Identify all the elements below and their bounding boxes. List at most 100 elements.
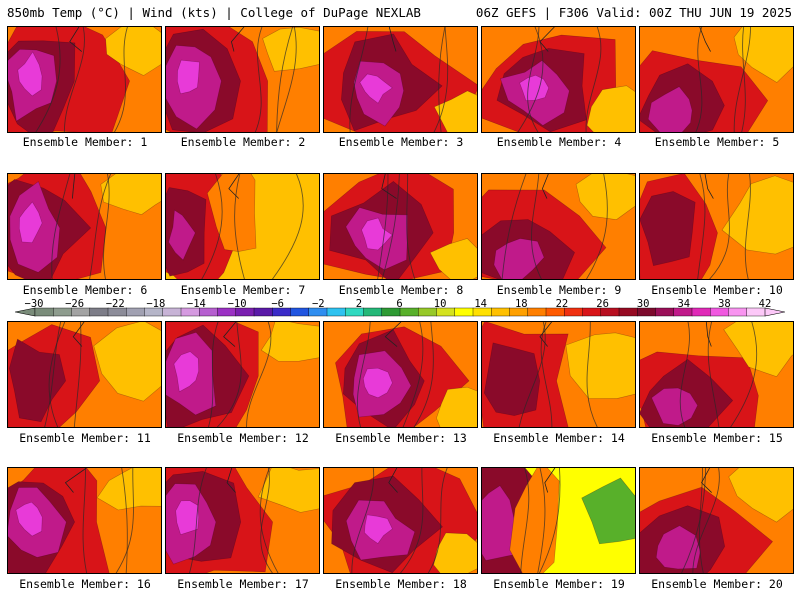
ensemble-member-label: Ensemble Member: 14 xyxy=(493,431,625,445)
colorbar-tick-label: −22 xyxy=(105,298,125,310)
ensemble-member-label: Ensemble Member: 3 xyxy=(338,135,464,149)
ensemble-member-label: Ensemble Member: 1 xyxy=(22,135,148,149)
colorbar-swatch xyxy=(363,307,383,317)
colorbar-tick-label: −14 xyxy=(186,298,206,310)
colorbar-swatch xyxy=(509,307,529,317)
ensemble-member-map xyxy=(165,321,320,428)
colorbar-tick-label: −30 xyxy=(24,298,44,310)
ensemble-member-label: Ensemble Member: 19 xyxy=(493,577,625,591)
ensemble-member-label: Ensemble Member: 10 xyxy=(651,283,783,297)
ensemble-member-label: Ensemble Member: 18 xyxy=(335,577,467,591)
temperature-field xyxy=(640,27,793,132)
ensemble-member-label: Ensemble Member: 13 xyxy=(335,431,467,445)
colorbar-swatch xyxy=(691,307,711,317)
colorbar-swatch xyxy=(381,307,401,317)
colorbar-swatch xyxy=(655,307,675,317)
temperature-field xyxy=(482,27,635,132)
colorbar-tick-label: 14 xyxy=(474,298,488,310)
ensemble-member-label: Ensemble Member: 2 xyxy=(180,135,306,149)
temperature-field xyxy=(324,468,477,573)
ensemble-member-label: Ensemble Member: 9 xyxy=(496,283,622,297)
colorbar-swatch xyxy=(491,307,510,317)
colorbar-swatch xyxy=(89,307,109,317)
temperature-field xyxy=(8,27,161,132)
ensemble-member-map xyxy=(639,467,794,574)
ensemble-member-map xyxy=(323,467,478,574)
colorbar-swatch xyxy=(600,307,620,317)
temperature-field xyxy=(8,174,161,279)
colorbar-swatch xyxy=(746,307,766,317)
ensemble-member-label: Ensemble Member: 17 xyxy=(177,577,309,591)
colorbar-swatch xyxy=(637,307,656,317)
ensemble-member-map xyxy=(481,173,636,280)
colorbar-swatch xyxy=(418,307,437,317)
ensemble-member-map xyxy=(323,173,478,280)
ensemble-member-map xyxy=(7,26,162,133)
colorbar-high-arrow xyxy=(764,307,785,317)
colorbar-tick-label: 22 xyxy=(555,298,569,310)
ensemble-member-label: Ensemble Member: 11 xyxy=(19,431,151,445)
temperature-field xyxy=(166,174,319,279)
ensemble-member-label: Ensemble Member: 5 xyxy=(654,135,780,149)
colorbar-swatch xyxy=(107,307,127,317)
colorbar-swatch xyxy=(527,307,547,317)
colorbar-low-arrow xyxy=(15,307,36,317)
temperature-field xyxy=(8,468,161,573)
colorbar-swatch xyxy=(180,307,200,317)
colorbar-swatch xyxy=(582,307,602,317)
ensemble-member-map xyxy=(7,173,162,280)
temperature-field xyxy=(324,27,477,132)
colorbar-swatch xyxy=(436,307,456,317)
colorbar xyxy=(15,307,785,317)
ensemble-member-map xyxy=(481,321,636,428)
temperature-field xyxy=(166,322,319,427)
temperature-field xyxy=(166,27,319,132)
temperature-field xyxy=(324,174,477,279)
ensemble-member-label: Ensemble Member: 4 xyxy=(496,135,622,149)
colorbar-tick-label: 2 xyxy=(355,298,363,310)
temperature-field xyxy=(640,468,793,573)
colorbar-swatch xyxy=(162,307,182,317)
temperature-field xyxy=(482,468,635,573)
colorbar-swatch xyxy=(728,307,748,317)
colorbar-swatch xyxy=(253,307,273,317)
header-title: 850mb Temp (°C) | Wind (kts) | College o… xyxy=(7,5,421,20)
colorbar-swatch xyxy=(545,307,565,317)
ensemble-member-map xyxy=(323,26,478,133)
ensemble-member-map xyxy=(165,173,320,280)
colorbar-swatch xyxy=(34,307,54,317)
ensemble-member-map xyxy=(7,321,162,428)
colorbar-swatch xyxy=(217,307,237,317)
colorbar-tick-label: 18 xyxy=(514,298,528,310)
colorbar-tick-label: −6 xyxy=(271,298,285,310)
ensemble-member-map xyxy=(165,26,320,133)
colorbar-swatch xyxy=(71,307,91,317)
colorbar-swatch xyxy=(326,307,346,317)
temperature-field xyxy=(8,322,161,427)
ensemble-member-label: Ensemble Member: 12 xyxy=(177,431,309,445)
ensemble-member-map xyxy=(7,467,162,574)
colorbar-swatch xyxy=(235,307,255,317)
colorbar-swatch xyxy=(710,307,729,317)
colorbar-swatch xyxy=(199,307,218,317)
colorbar-tick-labels: −30 −26 −22 −18 −14 −10 −6 −2 2 6 10 14 18 22 26 30 34 38… xyxy=(0,299,800,310)
temperature-field xyxy=(482,174,635,279)
colorbar-tick-label: −26 xyxy=(65,298,85,310)
ensemble-member-label: Ensemble Member: 8 xyxy=(338,283,464,297)
colorbar-swatch xyxy=(272,307,291,317)
temperature-field xyxy=(482,322,635,427)
colorbar-tick-label: 26 xyxy=(596,298,609,310)
colorbar-tick-label: −2 xyxy=(311,298,325,310)
colorbar-swatch xyxy=(618,307,638,317)
colorbar-swatch xyxy=(53,307,72,317)
colorbar-swatch xyxy=(345,307,364,317)
temperature-field xyxy=(166,468,319,573)
colorbar-swatch xyxy=(472,307,492,317)
colorbar-tick-label: 38 xyxy=(718,298,731,310)
colorbar-swatch xyxy=(564,307,583,317)
ensemble-member-label: Ensemble Member: 7 xyxy=(180,283,306,297)
temperature-field xyxy=(640,322,793,427)
colorbar-swatch xyxy=(144,307,164,317)
ensemble-member-label: Ensemble Member: 16 xyxy=(19,577,151,591)
colorbar-swatch xyxy=(673,307,693,317)
